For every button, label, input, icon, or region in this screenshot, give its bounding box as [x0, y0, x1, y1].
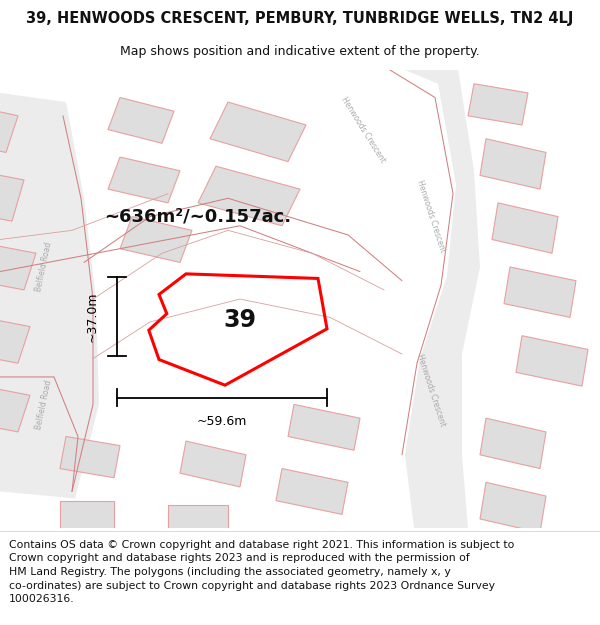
- Polygon shape: [108, 98, 174, 143]
- Text: ~59.6m: ~59.6m: [197, 415, 247, 428]
- Polygon shape: [480, 482, 546, 532]
- Polygon shape: [372, 56, 480, 528]
- Polygon shape: [0, 318, 30, 363]
- Polygon shape: [0, 244, 36, 290]
- Polygon shape: [480, 139, 546, 189]
- Polygon shape: [516, 336, 588, 386]
- Polygon shape: [492, 203, 558, 253]
- Polygon shape: [504, 267, 576, 318]
- Polygon shape: [288, 404, 360, 450]
- Text: Henwoods Crescent: Henwoods Crescent: [415, 179, 447, 254]
- Polygon shape: [60, 501, 114, 532]
- Text: Belfield Road: Belfield Road: [34, 241, 53, 292]
- Text: Map shows position and indicative extent of the property.: Map shows position and indicative extent…: [120, 44, 480, 58]
- Polygon shape: [468, 84, 528, 125]
- Polygon shape: [120, 217, 192, 262]
- Polygon shape: [210, 102, 306, 162]
- Text: Belfield Road: Belfield Road: [34, 379, 53, 430]
- Polygon shape: [198, 166, 300, 226]
- Text: Contains OS data © Crown copyright and database right 2021. This information is : Contains OS data © Crown copyright and d…: [9, 540, 514, 604]
- Text: Henwoods Crescent: Henwoods Crescent: [339, 95, 387, 164]
- Text: Henwoods Crescent: Henwoods Crescent: [415, 353, 447, 428]
- Text: ~37.0m: ~37.0m: [85, 291, 98, 342]
- Polygon shape: [480, 418, 546, 469]
- Polygon shape: [60, 436, 120, 478]
- Polygon shape: [0, 107, 18, 152]
- Text: 39, HENWOODS CRESCENT, PEMBURY, TUNBRIDGE WELLS, TN2 4LJ: 39, HENWOODS CRESCENT, PEMBURY, TUNBRIDG…: [26, 11, 574, 26]
- Polygon shape: [0, 171, 24, 221]
- Polygon shape: [0, 93, 99, 498]
- Polygon shape: [180, 441, 246, 487]
- Text: 39: 39: [223, 308, 257, 332]
- Text: ~636m²/~0.157ac.: ~636m²/~0.157ac.: [104, 208, 292, 226]
- Polygon shape: [108, 157, 180, 203]
- Polygon shape: [0, 386, 30, 432]
- Polygon shape: [168, 505, 228, 538]
- Polygon shape: [276, 469, 348, 514]
